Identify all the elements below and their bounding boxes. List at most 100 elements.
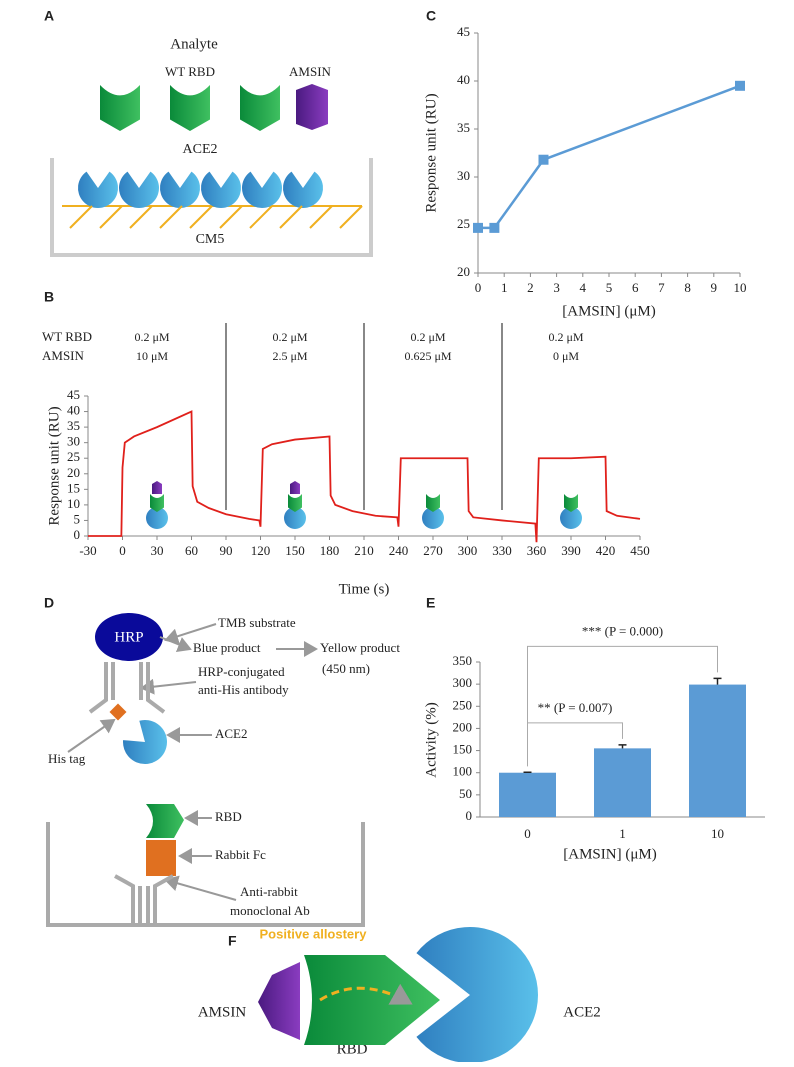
rbd bbox=[146, 804, 184, 838]
label: Blue product bbox=[193, 640, 261, 655]
label: Anti-rabbit bbox=[240, 884, 298, 899]
surface-hatch bbox=[280, 206, 302, 228]
x-tick-label: 330 bbox=[492, 543, 512, 558]
surface-hatch bbox=[160, 206, 182, 228]
label: HRP-conjugated bbox=[198, 664, 285, 679]
x-tick-label: 210 bbox=[354, 543, 374, 558]
x-tick-label: 450 bbox=[630, 543, 650, 558]
x-tick-label: 0 bbox=[475, 280, 482, 295]
y-tick-label: 20 bbox=[67, 465, 80, 480]
label: monoclonal Ab bbox=[230, 903, 310, 918]
annotation: ** (P = 0.007) bbox=[538, 700, 613, 715]
surface-hatch bbox=[130, 206, 152, 228]
arrow bbox=[166, 880, 236, 900]
x-tick-label: 8 bbox=[684, 280, 691, 295]
surface-hatch bbox=[100, 206, 122, 228]
amsin-icon bbox=[152, 481, 162, 494]
x-tick-label: 360 bbox=[527, 543, 547, 558]
condition-label: 10 μM bbox=[136, 349, 168, 363]
arrow bbox=[142, 682, 196, 688]
label: anti-His antibody bbox=[198, 682, 289, 697]
y-tick-label: 45 bbox=[67, 387, 80, 402]
y-tick-label: 25 bbox=[67, 449, 80, 464]
label: Yellow product bbox=[320, 640, 400, 655]
y-tick-label: 30 bbox=[457, 168, 470, 183]
x-tick-label: 5 bbox=[606, 280, 613, 295]
y-tick-label: 25 bbox=[457, 216, 470, 231]
x-tick-label: 10 bbox=[711, 826, 724, 841]
amsin-shape bbox=[296, 84, 328, 130]
rbd-shape bbox=[170, 85, 210, 131]
y-tick-label: 5 bbox=[74, 511, 81, 526]
annotation: *** (P = 0.000) bbox=[582, 623, 663, 638]
panel-label: E bbox=[426, 595, 435, 611]
arrow bbox=[166, 624, 216, 640]
x-tick-label: 390 bbox=[561, 543, 581, 558]
y-axis-label: Activity (%) bbox=[423, 702, 439, 777]
row-label: AMSIN bbox=[42, 348, 85, 363]
ace2-shape bbox=[119, 172, 159, 208]
ace2-shape bbox=[78, 172, 118, 208]
condition-label: 0.2 μM bbox=[272, 330, 307, 344]
label: Positive allostery bbox=[260, 926, 368, 941]
label: CM5 bbox=[196, 232, 225, 247]
panel-label: D bbox=[44, 595, 54, 611]
amsin-shape bbox=[258, 962, 300, 1040]
label: ACE2 bbox=[183, 142, 218, 157]
x-tick-label: 2 bbox=[527, 280, 534, 295]
condition-label: 2.5 μM bbox=[272, 349, 307, 363]
x-tick-label: 6 bbox=[632, 280, 639, 295]
label: RBD bbox=[215, 809, 242, 824]
label: His tag bbox=[48, 751, 86, 766]
label: Rabbit Fc bbox=[215, 847, 266, 862]
y-tick-label: 0 bbox=[74, 527, 81, 542]
x-tick-label: 60 bbox=[185, 543, 198, 558]
surface-hatch bbox=[250, 206, 272, 228]
condition-label: 0.2 μM bbox=[134, 330, 169, 344]
panel-label: F bbox=[228, 933, 237, 949]
label: Analyte bbox=[170, 36, 218, 52]
y-tick-label: 350 bbox=[453, 653, 473, 668]
x-tick-label: 30 bbox=[151, 543, 164, 558]
y-tick-label: 250 bbox=[453, 697, 473, 712]
y-tick-label: 30 bbox=[67, 434, 80, 449]
y-tick-label: 10 bbox=[67, 496, 80, 511]
x-axis-label: [AMSIN] (μM) bbox=[562, 303, 655, 319]
y-axis-label: Response unit (RU) bbox=[423, 93, 439, 212]
y-tick-label: 100 bbox=[453, 764, 473, 779]
rbd-shape bbox=[240, 85, 280, 131]
data-point bbox=[489, 223, 499, 233]
data-point bbox=[539, 155, 549, 165]
error-bar bbox=[619, 745, 627, 749]
surface-hatch bbox=[190, 206, 212, 228]
x-tick-label: 10 bbox=[734, 280, 747, 295]
y-tick-label: 45 bbox=[457, 24, 470, 39]
ace2-shape bbox=[416, 927, 538, 1062]
panel-label: A bbox=[44, 8, 54, 24]
bar bbox=[594, 748, 651, 817]
x-tick-label: -30 bbox=[79, 543, 96, 558]
label: HRP bbox=[114, 629, 143, 645]
rabbit-fc bbox=[146, 840, 176, 876]
x-tick-label: 3 bbox=[553, 280, 560, 295]
plate-well bbox=[48, 822, 363, 925]
y-tick-label: 35 bbox=[67, 418, 80, 433]
x-axis-label: [AMSIN] (μM) bbox=[563, 846, 656, 862]
x-tick-label: 0 bbox=[524, 826, 531, 841]
x-tick-label: 300 bbox=[458, 543, 478, 558]
rbd-shape bbox=[304, 955, 440, 1045]
y-tick-label: 35 bbox=[457, 120, 470, 135]
data-line bbox=[478, 86, 740, 228]
arrow bbox=[160, 637, 190, 649]
surface-hatch bbox=[70, 206, 92, 228]
y-tick-label: 20 bbox=[457, 264, 470, 279]
x-tick-label: 240 bbox=[389, 543, 409, 558]
y-tick-label: 300 bbox=[453, 675, 473, 690]
condition-label: 0.2 μM bbox=[548, 330, 583, 344]
surface-hatch bbox=[340, 206, 362, 228]
x-tick-label: 9 bbox=[711, 280, 718, 295]
rbd-shape bbox=[100, 85, 140, 131]
y-tick-label: 40 bbox=[67, 403, 80, 418]
x-tick-label: 7 bbox=[658, 280, 665, 295]
